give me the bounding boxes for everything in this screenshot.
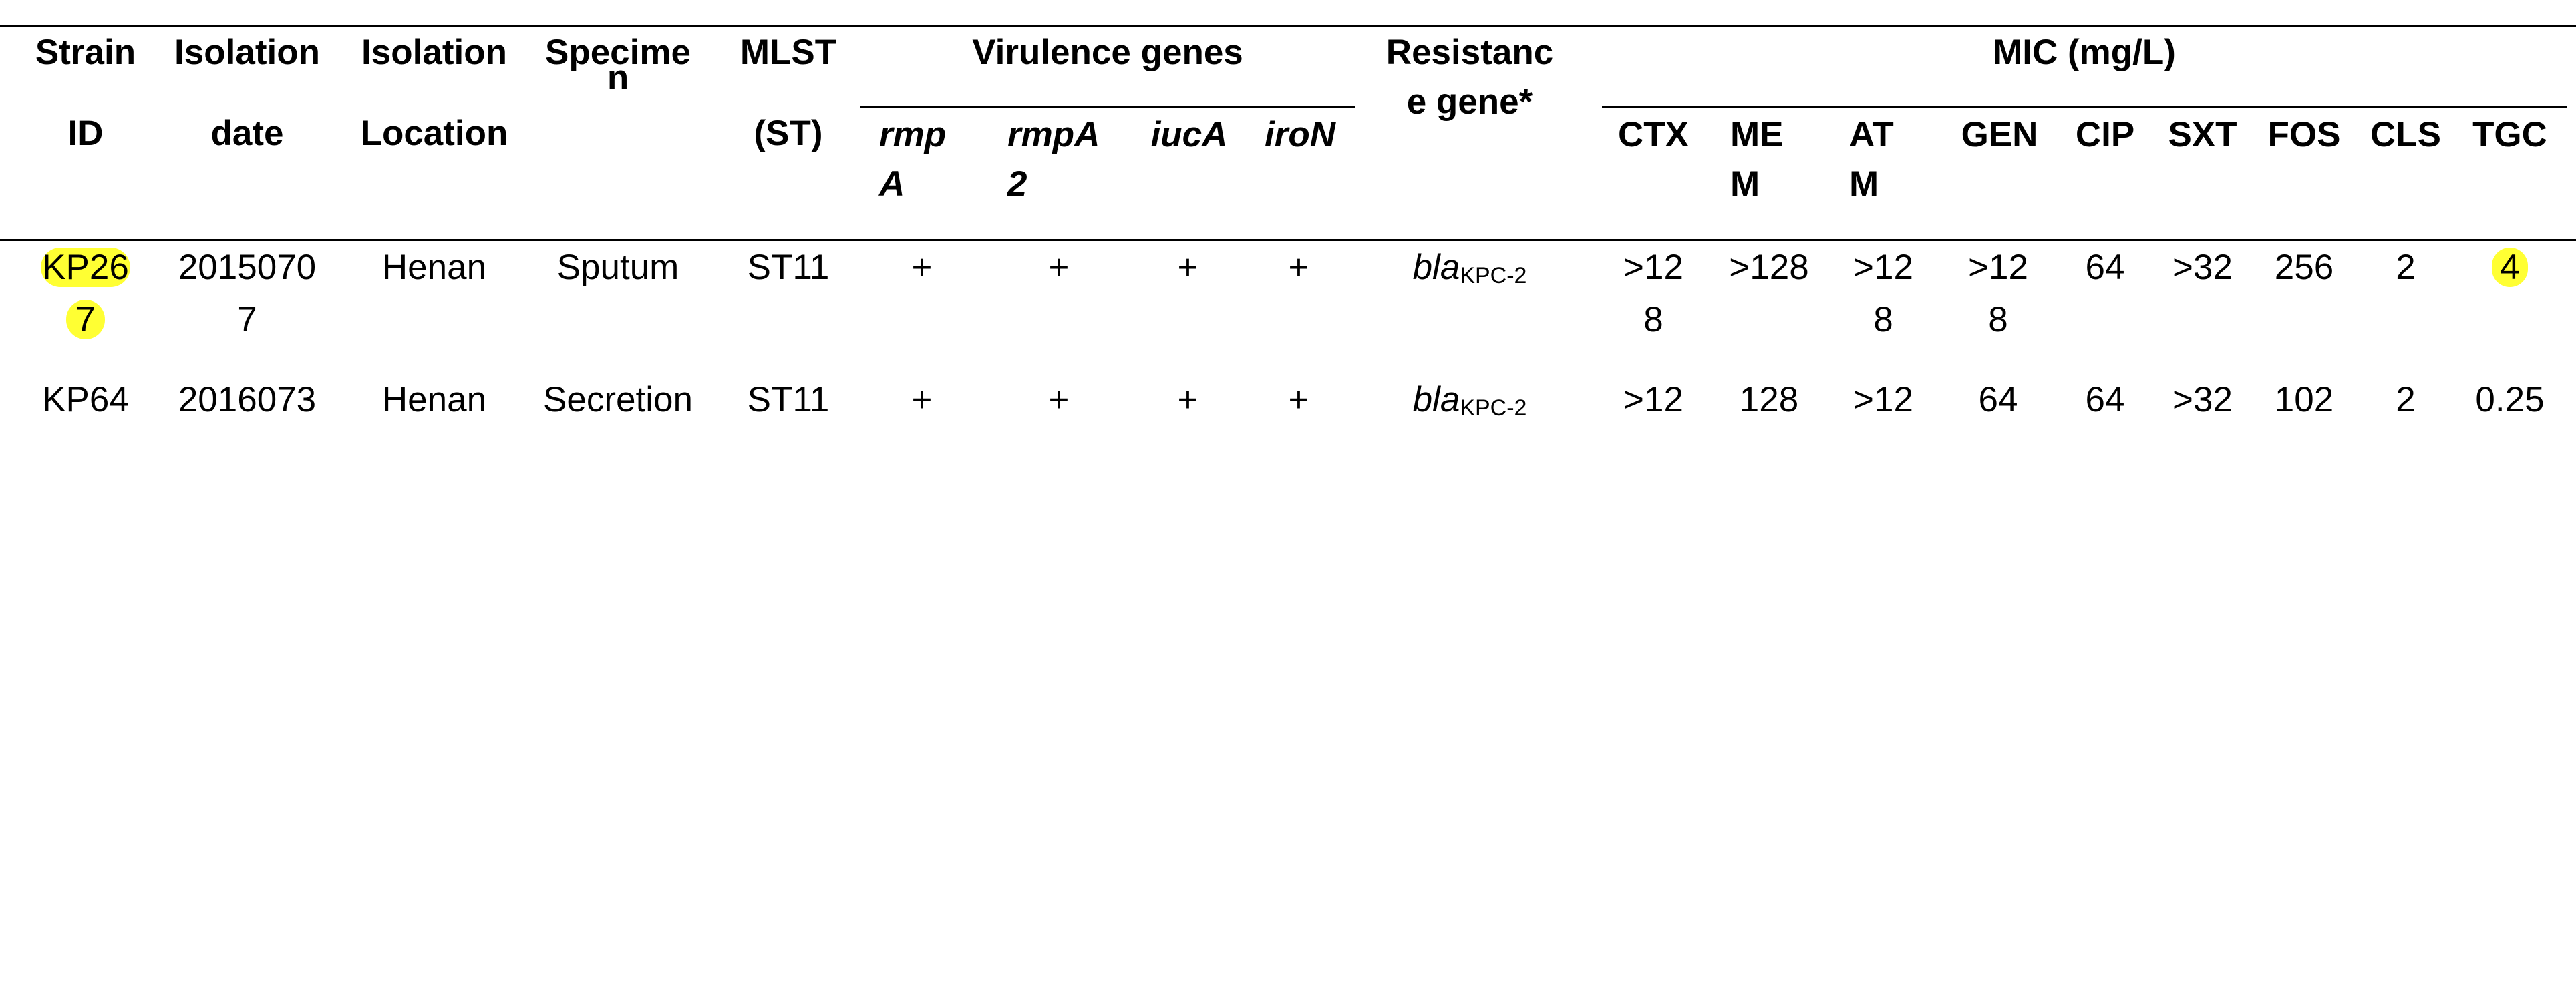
cell-rmpA2: + xyxy=(1048,380,1070,419)
header-iroN: iroN xyxy=(1265,115,1335,154)
cell-mic-cip: 64 xyxy=(2085,380,2125,419)
header-strain: Strain ID xyxy=(35,33,136,153)
header-mic-fos: FOS xyxy=(2267,115,2341,154)
cell-specimen: Sputum xyxy=(556,248,679,287)
top-rule xyxy=(0,25,2576,27)
cell-rmpA: + xyxy=(911,380,933,419)
cell-strain-id: KP26 7 xyxy=(41,248,130,339)
cell-mlst: ST11 xyxy=(747,248,830,287)
header-bottom-rule xyxy=(0,239,2576,241)
cell-iroN: + xyxy=(1288,380,1309,419)
virulence-group-rule xyxy=(860,106,1355,108)
cell-mic-ctx: >12 xyxy=(1623,380,1683,419)
header-mic-cls: CLS xyxy=(2370,115,2441,154)
cell-rmpA: + xyxy=(911,248,933,287)
cell-mlst: ST11 xyxy=(747,380,830,419)
cell-isolation-date: 2015070 7 xyxy=(178,248,317,339)
cell-location: Henan xyxy=(381,380,487,419)
cell-specimen: Secretion xyxy=(543,380,693,419)
header-mic-gen: GEN xyxy=(1961,115,2038,154)
cell-iucA: + xyxy=(1177,248,1198,287)
cell-mic-mem: >128 xyxy=(1729,248,1809,287)
cell-strain-id: KP64 xyxy=(42,380,129,419)
cell-iucA: + xyxy=(1177,380,1198,419)
header-mic-group: MIC (mg/L) xyxy=(1993,33,2176,72)
cell-mic-atm: >12 xyxy=(1853,380,1913,419)
header-mlst: MLST (ST) xyxy=(740,33,837,153)
cell-isolation-date: 2016073 xyxy=(178,380,317,419)
header-mic-ctx: CTX xyxy=(1618,115,1689,154)
header-mic-sxt: SXT xyxy=(2168,115,2237,154)
cell-rmpA2: + xyxy=(1048,248,1070,287)
header-rmpA: rmp A xyxy=(879,115,947,204)
table-row: KP64 2016073 Henan Secretion ST11 + + + … xyxy=(0,374,2576,434)
cell-location: Henan xyxy=(381,248,487,287)
cell-mic-fos: 256 xyxy=(2274,248,2334,287)
cell-mic-tgc: 4 xyxy=(2466,242,2553,294)
cell-mic-gen: 64 xyxy=(1978,380,2018,419)
header-isolation-date: Isolation date xyxy=(174,33,320,153)
cell-mic-ctx: >12 8 xyxy=(1623,248,1683,339)
header-resistance-gene: Resistanc e gene* xyxy=(1386,33,1554,122)
cell-mic-atm: >12 8 xyxy=(1853,248,1913,339)
header-iucA: iucA xyxy=(1150,115,1228,154)
cell-resistance-gene: blaKPC-2 xyxy=(1412,380,1527,421)
cell-mic-sxt: >32 xyxy=(2172,380,2233,419)
cell-iroN: + xyxy=(1288,248,1309,287)
header-mic-cip: CIP xyxy=(2075,115,2135,154)
header-mic-tgc: TGC xyxy=(2472,115,2547,154)
header-mic-mem: ME M xyxy=(1730,115,1784,204)
header-virulence-group: Virulence genes xyxy=(972,33,1243,72)
cell-mic-cip: 64 xyxy=(2085,248,2125,287)
cell-mic-cls: 2 xyxy=(2396,380,2416,419)
header-specimen: Specime n xyxy=(544,33,691,97)
cell-mic-mem: 128 xyxy=(1739,380,1799,419)
header-isolation-location: Isolation Location xyxy=(360,33,508,153)
header-rmpA2: rmpA 2 xyxy=(1007,115,1100,204)
header-mic-atm: AT M xyxy=(1849,115,1894,204)
cell-mic-cls: 2 xyxy=(2396,248,2416,287)
cell-mic-tgc: 0.25 xyxy=(2475,380,2545,419)
cell-mic-fos: 102 xyxy=(2274,380,2334,419)
cell-resistance-gene: blaKPC-2 xyxy=(1412,248,1527,288)
mic-group-rule xyxy=(1602,106,2567,108)
cell-mic-gen: >12 8 xyxy=(1968,248,2028,339)
cell-mic-sxt: >32 xyxy=(2172,248,2233,287)
